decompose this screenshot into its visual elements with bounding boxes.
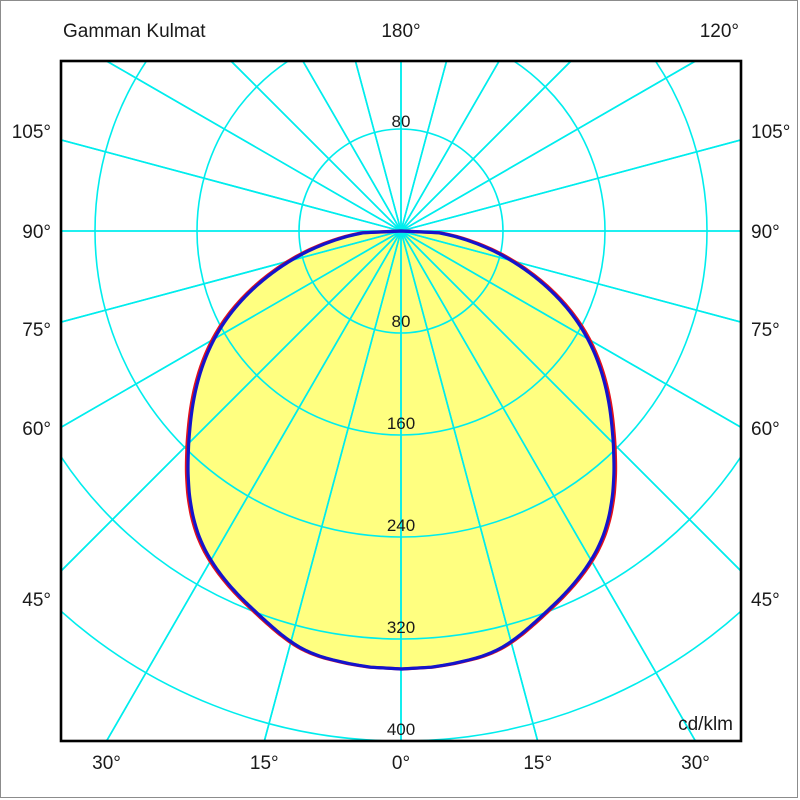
svg-text:60°: 60° — [22, 419, 51, 440]
svg-text:90°: 90° — [22, 222, 51, 243]
svg-text:45°: 45° — [22, 590, 51, 611]
svg-text:30°: 30° — [681, 753, 710, 774]
svg-text:60°: 60° — [751, 419, 780, 440]
svg-text:15°: 15° — [250, 753, 279, 774]
svg-text:80: 80 — [392, 112, 411, 131]
svg-text:75°: 75° — [22, 320, 51, 341]
svg-text:0°: 0° — [392, 753, 410, 774]
svg-text:cd/klm: cd/klm — [678, 714, 733, 735]
svg-text:400: 400 — [387, 720, 415, 739]
svg-text:Gamman Kulmat: Gamman Kulmat — [63, 21, 206, 42]
svg-text:45°: 45° — [751, 590, 780, 611]
svg-text:105°: 105° — [751, 122, 790, 143]
svg-text:320: 320 — [387, 618, 415, 637]
svg-text:180°: 180° — [381, 21, 420, 42]
svg-text:90°: 90° — [751, 222, 780, 243]
svg-text:240: 240 — [387, 516, 415, 535]
svg-text:120°: 120° — [700, 21, 739, 42]
svg-text:105°: 105° — [12, 122, 51, 143]
svg-text:30°: 30° — [92, 753, 121, 774]
svg-text:75°: 75° — [751, 320, 780, 341]
svg-text:80: 80 — [392, 312, 411, 331]
svg-text:160: 160 — [387, 414, 415, 433]
svg-text:15°: 15° — [523, 753, 552, 774]
